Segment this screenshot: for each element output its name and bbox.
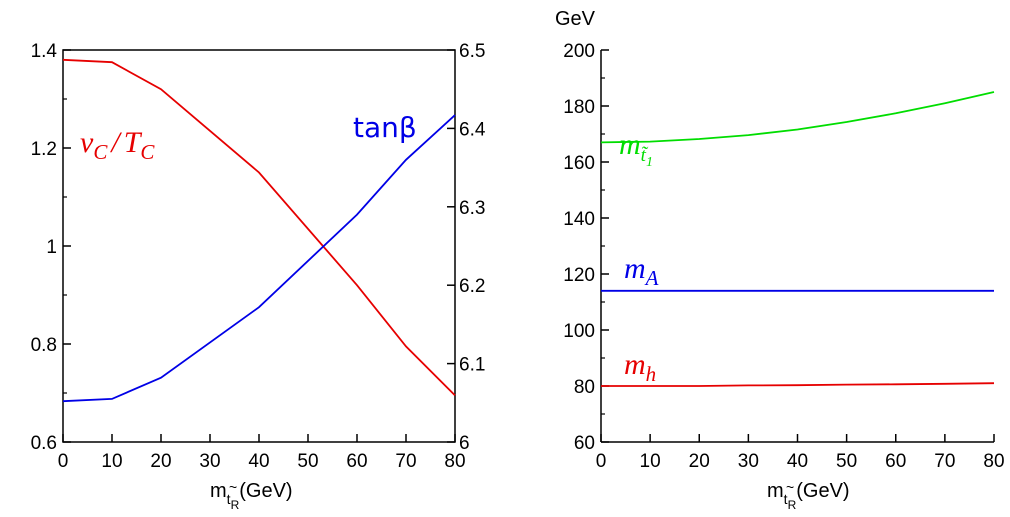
right-x-tick-label: 10	[640, 451, 661, 472]
left-chart: 0 10 20 30 40 50 60 70 80 0.60.811.21.4 66.16.26…	[31, 41, 486, 512]
right-y-tick-label: 140	[563, 209, 595, 230]
right-x-tick-label: 70	[934, 451, 955, 472]
right-chart: 0 10 20 30 40 50 60 70 80 60 80 100 120 140 160 180 200…	[555, 8, 1005, 512]
right-y-tick-label: 180	[563, 97, 595, 118]
left-x-tick-label: 30	[199, 451, 220, 472]
left-x-tick-label: 50	[297, 451, 318, 472]
left-series-lines	[62, 58, 456, 403]
left-tanbeta-label: tanβ	[353, 111, 417, 144]
right-x-tick-label: 60	[885, 451, 906, 472]
right-y-tick-label: 100	[563, 321, 595, 342]
left-xlabel-tilde: ~	[229, 479, 237, 495]
mh-sub: h	[646, 362, 657, 386]
left-y-ticks: 0.6 0.8 1 1.2 1.4	[31, 41, 71, 454]
left-y-tick-label: 0.8	[31, 335, 57, 356]
right-xlabel-sub2: R	[788, 498, 797, 512]
mt1-sub2: 1	[646, 155, 653, 170]
right-y-ticks: 60 80 100 120 140 160 180 200	[563, 41, 609, 454]
left-x-ticks: 0 10 20 30 40 50 60 70 80	[58, 434, 466, 472]
ma-m: m	[624, 252, 646, 285]
left-right-y-tick-label: 6.4	[459, 119, 486, 140]
left-x-tick-label: 60	[346, 451, 367, 472]
tanbeta-line	[62, 114, 456, 403]
ma-sub: A	[644, 266, 659, 290]
left-y-tick-label: 1.2	[31, 139, 57, 160]
vc-v: v	[80, 126, 94, 159]
right-x-tick-label: 0	[596, 451, 607, 472]
left-x-tick-label: 10	[101, 451, 122, 472]
left-x-tick-label: 20	[150, 451, 171, 472]
right-x-tick-label: 50	[836, 451, 857, 472]
left-x-tick-label: 40	[248, 451, 269, 472]
left-right-y-tick-label: 6.3	[459, 198, 485, 219]
right-ma-label: mA	[624, 252, 659, 290]
right-x-ticks: 0 10 20 30 40 50 60 70 80	[596, 434, 1005, 472]
left-plot-frame	[62, 49, 456, 443]
mh-m: m	[624, 348, 646, 381]
left-xlabel-unit: (GeV)	[239, 480, 292, 502]
right-y-tick-label: 200	[563, 41, 595, 62]
tc-sub: C	[140, 140, 155, 164]
right-xlabel-unit: (GeV)	[796, 480, 849, 502]
right-y-tick-label: 80	[574, 377, 595, 398]
vc-slash: /	[109, 126, 122, 159]
tc-t: T	[124, 126, 143, 159]
left-right-y-ticks: 6 6.1 6.2 6.3 6.4 6.5	[447, 41, 486, 454]
right-y-tick-label: 120	[563, 265, 595, 286]
right-x-tick-label: 20	[689, 451, 710, 472]
right-y-unit: GeV	[555, 8, 596, 30]
left-xlabel-m: m	[210, 480, 227, 502]
right-x-tick-label: 30	[738, 451, 759, 472]
left-xlabel-sub2: R	[231, 498, 240, 512]
right-xlabel-sub: tR	[784, 491, 797, 512]
left-xlabel-sub: tR	[227, 491, 240, 512]
left-x-axis-title: mtR(GeV)	[210, 480, 293, 512]
left-x-tick-label: 0	[58, 451, 69, 472]
left-xlabel-sub1: t	[227, 491, 231, 507]
m-stop1-line	[600, 91, 995, 144]
right-xlabel-sub1: t	[784, 491, 788, 507]
right-y-tick-label: 60	[574, 433, 595, 454]
left-right-y-tick-label: 6	[459, 433, 470, 454]
left-vc-tc-label: vC / TC	[80, 126, 155, 164]
left-x-tick-label: 80	[444, 451, 465, 472]
right-series-lines	[600, 91, 995, 387]
left-right-y-tick-label: 6.5	[459, 41, 485, 62]
mt1-m: m	[619, 128, 641, 161]
right-x-axis-title: mtR(GeV)	[767, 480, 850, 512]
right-xlabel-m: m	[767, 480, 784, 502]
right-mt1-label: mt̃1	[619, 128, 653, 170]
left-y-tick-label: 1.4	[31, 41, 58, 62]
left-x-tick-label: 70	[395, 451, 416, 472]
right-x-tick-label: 40	[787, 451, 808, 472]
right-xlabel-tilde: ~	[786, 479, 794, 495]
m-h-line	[601, 382, 995, 387]
vc-over-tc-line	[62, 58, 456, 397]
mt1-sub: t̃	[641, 145, 649, 166]
left-y-tick-label: 1	[46, 237, 57, 258]
right-y-tick-label: 160	[563, 153, 595, 174]
left-right-y-tick-label: 6.2	[459, 276, 485, 297]
left-right-y-tick-label: 6.1	[459, 355, 485, 376]
vc-sub: C	[93, 140, 108, 164]
right-mh-label: mh	[624, 348, 656, 386]
left-y-tick-label: 0.6	[31, 433, 57, 454]
right-x-tick-label: 80	[983, 451, 1004, 472]
